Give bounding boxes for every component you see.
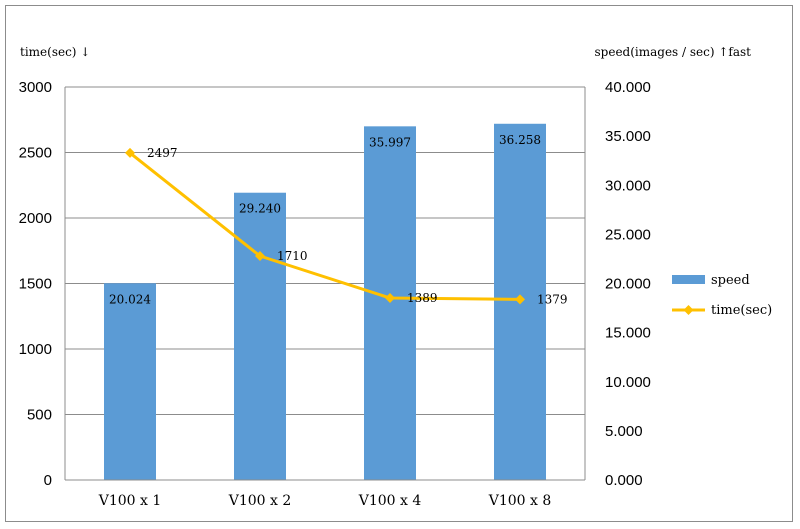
- speed-bar: [104, 283, 156, 480]
- y-left-tick-label: 1000: [19, 341, 52, 358]
- speed-bar-label: 20.024: [109, 292, 151, 306]
- y-left-tick-label: 0: [44, 472, 52, 489]
- time-point-marker: [125, 147, 135, 158]
- speed-bar: [364, 126, 416, 481]
- time-point-label: 1710: [277, 249, 308, 263]
- axes: 0 500 1000 1500 2000 2500 3000 0.000 5.000 10.000…: [19, 79, 651, 509]
- x-category-label: V100 x 2: [228, 493, 292, 509]
- y-left-tick-label: 500: [27, 407, 52, 424]
- y-right-axis-title: speed(images / sec) ↑fast: [595, 45, 752, 59]
- speed-bars: 20.024 29.240 35.997 36.258: [104, 123, 546, 481]
- speed-bar: [234, 192, 286, 481]
- time-point-label: 1389: [407, 291, 438, 305]
- y-left-tick-label: 2500: [19, 145, 52, 162]
- y-right-tick-label: 10.000: [605, 374, 651, 391]
- y-right-tick-label: 25.000: [605, 226, 651, 243]
- time-point-marker: [385, 293, 395, 304]
- y-left-axis-title: time(sec) ↓: [20, 45, 90, 59]
- y-right-tick-label: 30.000: [605, 177, 651, 194]
- speed-bar-label: 36.258: [499, 133, 541, 147]
- time-point-label: 1379: [537, 292, 568, 306]
- legend-label-speed: speed: [711, 273, 750, 288]
- x-category-label: V100 x 4: [358, 493, 422, 509]
- legend-label-time: time(sec): [711, 303, 772, 318]
- y-right-tick-label: 15.000: [605, 325, 651, 342]
- x-category-label: V100 x 1: [98, 493, 162, 509]
- y-right-tick-label: 5.000: [605, 423, 643, 440]
- x-category-label: V100 x 8: [488, 493, 552, 509]
- y-right-tick-label: 40.000: [605, 79, 651, 96]
- time-point-marker: [515, 294, 525, 305]
- legend-swatch-speed: [672, 275, 705, 284]
- time-point-label: 2497: [147, 146, 178, 160]
- y-left-tick-label: 2000: [19, 210, 52, 227]
- time-point-marker: [255, 250, 265, 261]
- speed-bar-label: 35.997: [369, 135, 411, 149]
- y-right-tick-label: 0.000: [605, 472, 643, 489]
- time-series-line: [129, 151, 521, 301]
- y-right-tick-label: 35.000: [605, 128, 651, 145]
- legend: speed time(sec): [672, 273, 772, 318]
- legend-swatch-time-marker: [683, 305, 694, 315]
- y-right-tick-label: 20.000: [605, 276, 651, 293]
- speed-bar-label: 29.240: [239, 202, 281, 216]
- y-left-tick-label: 1500: [19, 276, 52, 293]
- y-left-tick-label: 3000: [19, 79, 52, 96]
- time-line: 2497 1710 1389 1379: [125, 146, 568, 306]
